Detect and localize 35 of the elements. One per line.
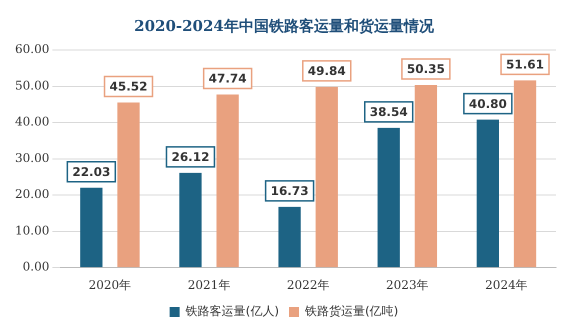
bar — [514, 80, 536, 268]
bar — [414, 85, 438, 268]
legend-label: 铁路客运量(亿人) — [184, 304, 280, 318]
data-label: 40.80 — [468, 96, 507, 111]
bar — [316, 86, 338, 268]
y-tick-label: 20.00 — [14, 187, 50, 202]
data-label: 45.52 — [110, 80, 148, 94]
bar — [378, 128, 400, 268]
x-tick-label: 2022年 — [286, 278, 330, 292]
y-tick-label: 50.00 — [14, 78, 50, 92]
x-tick-label: 2020年 — [88, 278, 132, 292]
data-label: 38.54 — [370, 104, 408, 119]
y-tick-label: 40.00 — [14, 114, 50, 129]
bar — [80, 188, 102, 268]
data-label: 50.35 — [406, 62, 445, 76]
chart-title: 2020-2024年中国铁路客运量和货运量情况 — [134, 16, 435, 35]
x-tick-label: 2024年 — [485, 278, 528, 292]
legend-label: 铁路货运量(亿吨) — [304, 304, 398, 318]
data-label: 49.84 — [308, 64, 346, 78]
y-tick-label: 60.00 — [14, 42, 50, 56]
y-tick-label: 10.00 — [14, 223, 50, 238]
x-tick-label: 2021年 — [188, 278, 230, 292]
data-label: 22.03 — [72, 164, 110, 179]
x-tick-label: 2023年 — [386, 278, 429, 292]
bar — [278, 206, 301, 268]
data-label: 16.73 — [270, 184, 309, 198]
data-label: 51.61 — [506, 58, 544, 72]
bar — [117, 102, 140, 268]
bar — [179, 172, 202, 268]
y-tick-label: 0.00 — [22, 260, 50, 274]
data-label: 47.74 — [208, 72, 247, 86]
y-tick-label: 30.00 — [14, 150, 50, 165]
data-label: 26.12 — [171, 150, 210, 164]
bar — [476, 120, 499, 268]
bar — [216, 94, 239, 268]
